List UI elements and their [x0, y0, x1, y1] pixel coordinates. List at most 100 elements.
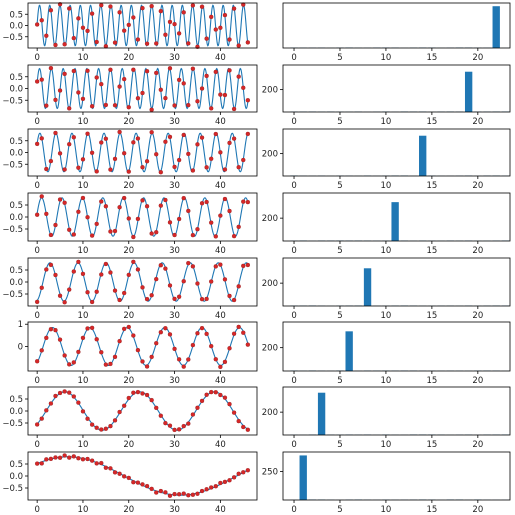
- sample-point: [154, 276, 159, 282]
- y-tick-label: −0.5: [2, 33, 23, 43]
- sample-point: [222, 359, 228, 365]
- sample-point: [53, 455, 58, 460]
- sample-point: [67, 106, 72, 111]
- sample-point: [209, 106, 214, 111]
- y-tick-label: 200: [262, 408, 278, 418]
- sample-point: [167, 19, 173, 25]
- sample-point: [231, 106, 237, 112]
- x-tick-label: 5: [337, 117, 342, 127]
- sample-point: [35, 22, 40, 27]
- x-tick-label: 15: [426, 440, 437, 450]
- y-tick-label: 0.0: [9, 149, 23, 159]
- sample-point: [190, 168, 196, 173]
- sample-point: [94, 461, 99, 466]
- sample-point: [67, 6, 72, 11]
- sample-point: [71, 135, 76, 140]
- sample-point: [57, 88, 63, 93]
- sample-point: [163, 197, 168, 203]
- sample-point: [71, 394, 76, 399]
- sample-point: [181, 491, 186, 496]
- sample-point: [154, 405, 159, 411]
- sample-point: [53, 328, 58, 333]
- sample-point: [167, 220, 173, 225]
- sample-point: [149, 231, 154, 236]
- sample-point: [85, 290, 90, 295]
- sample-point: [62, 200, 67, 205]
- y-tick-label: 200: [262, 214, 278, 224]
- sample-point: [99, 199, 104, 204]
- x-tick-label: 10: [381, 246, 392, 256]
- sample-point: [181, 132, 186, 138]
- sample-point: [85, 28, 90, 34]
- sample-point: [35, 422, 40, 427]
- spectrum-panel-5: 0 5 10 15 20 200: [262, 257, 511, 321]
- sample-point: [176, 157, 182, 163]
- y-tick-label: 0.0: [9, 278, 23, 288]
- sample-point: [163, 490, 168, 495]
- sample-point: [94, 425, 99, 430]
- signal-line: [36, 262, 249, 302]
- sample-point: [108, 229, 113, 234]
- sample-point: [167, 66, 173, 71]
- x-tick-label: 10: [78, 505, 89, 515]
- sample-point: [131, 480, 136, 485]
- y-tick-label: 0.0: [9, 22, 23, 32]
- sample-point: [140, 198, 145, 203]
- sample-point: [227, 346, 232, 351]
- sample-point: [199, 201, 205, 206]
- sample-point: [195, 405, 200, 410]
- spectrum-peak-bar: [492, 6, 500, 49]
- sample-point: [154, 490, 159, 495]
- sample-point: [158, 330, 163, 335]
- sample-point: [149, 130, 154, 135]
- sample-point: [53, 97, 58, 103]
- sample-point: [163, 95, 168, 101]
- x-tick-label: 20: [123, 246, 134, 256]
- sample-point: [112, 40, 118, 45]
- sample-point: [213, 131, 218, 137]
- sample-point: [158, 413, 163, 418]
- signal-panel-5: 0 10 20 30 40 0.5 0.0 −0.5: [2, 257, 258, 321]
- sample-point: [108, 361, 113, 367]
- sample-point: [163, 420, 168, 426]
- sample-point: [76, 165, 81, 170]
- sample-point: [172, 103, 177, 108]
- sample-point: [103, 204, 109, 209]
- sample-point: [158, 87, 163, 92]
- sample-point: [204, 296, 209, 302]
- sample-point: [154, 341, 159, 346]
- sample-point: [218, 92, 223, 97]
- sample-point: [108, 167, 113, 172]
- sample-point: [112, 103, 118, 108]
- sample-point: [99, 272, 104, 277]
- x-tick-label: 20: [472, 311, 483, 321]
- sample-point: [99, 427, 104, 432]
- sample-point: [39, 136, 44, 141]
- sample-point: [245, 342, 250, 347]
- sample-point: [48, 456, 54, 461]
- sample-point: [131, 333, 136, 338]
- sample-point: [236, 471, 241, 476]
- sample-point: [172, 164, 177, 170]
- sample-point: [199, 135, 205, 140]
- sample-point: [122, 77, 127, 82]
- signal-line: [36, 456, 249, 496]
- x-tick-label: 0: [291, 440, 296, 450]
- y-tick-label: 0.0: [9, 407, 23, 417]
- sample-point: [158, 488, 163, 494]
- sample-point: [204, 73, 209, 79]
- sample-point: [213, 234, 218, 239]
- sample-point: [80, 157, 86, 162]
- spectrum-panel-8: 0 5 10 15 20 250: [262, 451, 511, 515]
- sample-point: [99, 82, 104, 87]
- sample-point: [144, 392, 150, 398]
- sample-point: [62, 167, 67, 172]
- signal-line: [36, 4, 249, 47]
- sample-point: [176, 216, 182, 222]
- sample-point: [57, 455, 63, 460]
- sample-point: [108, 4, 113, 9]
- x-tick-label: 20: [123, 311, 134, 321]
- sample-point: [204, 36, 209, 41]
- sample-point: [241, 199, 246, 204]
- sample-point: [154, 41, 159, 46]
